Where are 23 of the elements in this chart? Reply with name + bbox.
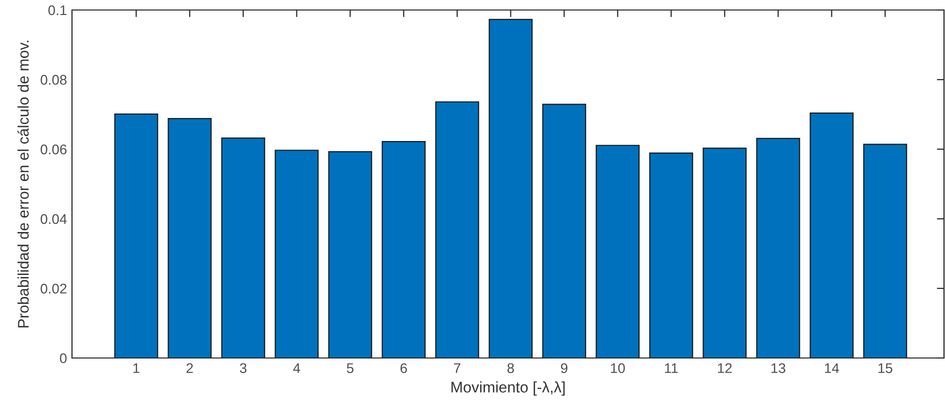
x-tick-label: 2 — [186, 363, 193, 373]
x-tick-label: 8 — [507, 363, 514, 374]
x-tick-label: 3 — [240, 363, 246, 374]
y-tick-label: 0 — [60, 353, 67, 364]
x-tick-label: 4 — [293, 363, 300, 373]
x-tick-label: 13 — [771, 363, 786, 374]
y-tick-label: 0.1 — [48, 5, 66, 16]
y-axis-title: Probabilidad de error en el cálculo de mov. — [17, 40, 29, 328]
x-tick-label: 1 — [133, 363, 140, 373]
x-tick-label: 10 — [611, 363, 625, 374]
x-tick-label: 12 — [718, 363, 732, 373]
x-tick-label: 5 — [346, 363, 354, 374]
x-tick-label: 11 — [665, 363, 678, 373]
y-tick-label: 0.06 — [40, 144, 67, 154]
x-tick-label: 6 — [400, 363, 407, 374]
y-tick-label: 0.02 — [40, 284, 66, 294]
x-axis-title: Movimiento [-λ,λ] — [452, 381, 565, 396]
x-tick-label: 7 — [454, 363, 460, 373]
x-tick-label: 15 — [878, 363, 892, 374]
x-tick-label: 9 — [560, 363, 568, 374]
x-tick-label: 14 — [824, 363, 839, 373]
y-tick-label: 0.04 — [40, 214, 67, 224]
y-tick-label: 0.08 — [40, 74, 67, 85]
